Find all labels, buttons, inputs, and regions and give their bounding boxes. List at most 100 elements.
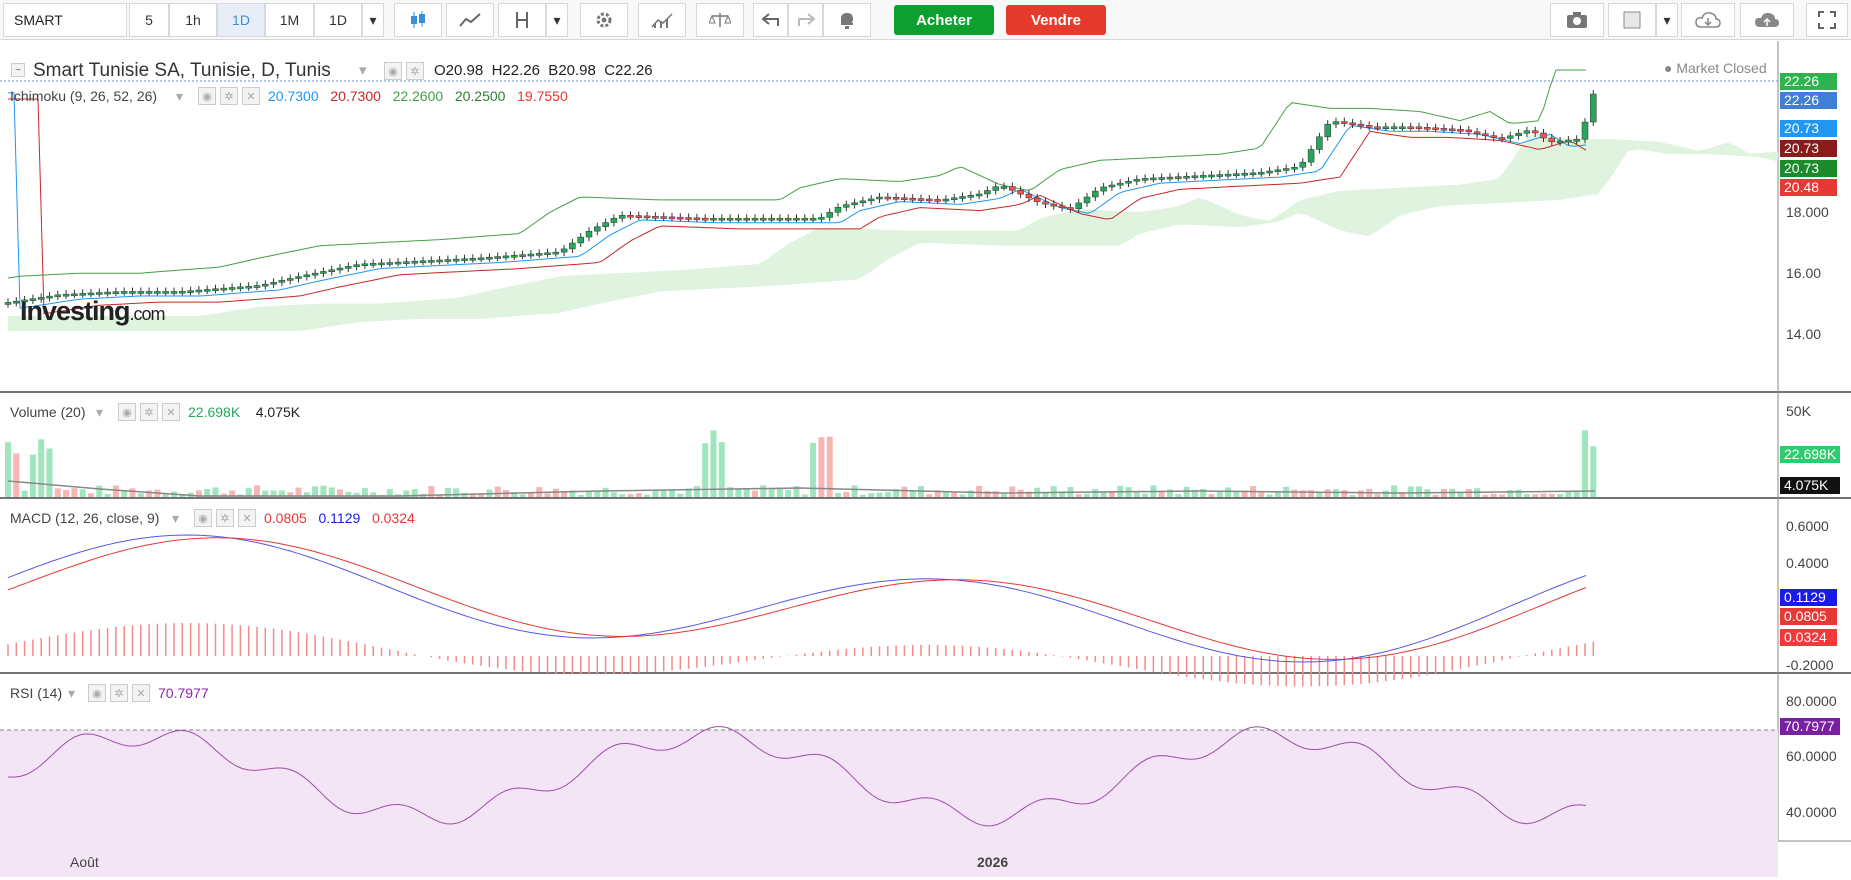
candle-body	[627, 215, 634, 218]
candle-body	[801, 218, 809, 221]
indicators-icon[interactable]	[498, 3, 546, 37]
volume-bar	[38, 439, 45, 497]
layout-square-icon[interactable]	[1608, 3, 1656, 37]
volume-bar	[1059, 491, 1066, 497]
collapse-pane-icon[interactable]: −	[11, 63, 25, 77]
volume-bar	[1167, 489, 1173, 497]
volume-eye-icon[interactable]: ◉	[118, 403, 136, 421]
volume-bar	[1025, 491, 1032, 497]
candle-body	[527, 253, 535, 257]
ichimoku-chevron-icon[interactable]: ▾	[176, 88, 184, 104]
volume-bar	[1084, 493, 1090, 497]
volume-bar	[835, 492, 841, 497]
compare-scale-icon[interactable]	[696, 3, 744, 37]
candle-body	[452, 258, 460, 262]
volume-bar	[1233, 490, 1240, 497]
volume-bar	[519, 494, 526, 497]
volume-bar	[934, 490, 941, 497]
candle-body	[1432, 127, 1439, 131]
volume-bar	[926, 494, 933, 497]
symbol-input[interactable]: SMART	[3, 3, 127, 37]
alert-bell-icon[interactable]	[823, 3, 871, 37]
price-tag-span-a: 20.73	[1780, 160, 1837, 177]
macd-chevron-icon[interactable]: ▾	[172, 510, 180, 526]
macd-close-icon[interactable]: ✕	[238, 509, 256, 527]
screenshot-camera-icon[interactable]	[1550, 3, 1604, 37]
interval-select-button[interactable]: 1D	[314, 3, 362, 37]
sell-button[interactable]: Vendre	[1006, 5, 1106, 35]
volume-close-icon[interactable]: ✕	[162, 403, 180, 421]
interval-1d-button[interactable]: 1D	[217, 3, 265, 37]
high-label: H	[491, 62, 503, 79]
interval-5-button[interactable]: 5	[129, 3, 169, 37]
candle-body	[652, 215, 659, 219]
cloud-download-icon[interactable]	[1681, 3, 1735, 37]
chart-area[interactable]: − Smart Tunisie SA, Tunisie, D, Tunis ▾ …	[0, 41, 1851, 880]
volume-bar	[884, 491, 891, 497]
candle-body	[776, 218, 784, 221]
candle-body	[643, 215, 651, 219]
buy-button[interactable]: Acheter	[894, 5, 994, 35]
gear-icon[interactable]: ✲	[406, 62, 424, 80]
ichimoku-gear-icon[interactable]: ✲	[220, 87, 238, 105]
volume-bar	[743, 488, 750, 497]
candle-body	[369, 263, 377, 266]
interval-1m-button[interactable]: 1M	[265, 3, 314, 37]
candle-body	[884, 196, 892, 200]
ichimoku-eye-icon[interactable]: ◉	[198, 87, 216, 105]
volume-bar	[328, 487, 335, 497]
chart-canvas[interactable]	[0, 41, 1851, 880]
macd-line	[7, 534, 1587, 663]
fullscreen-icon[interactable]	[1806, 3, 1848, 37]
candle-body	[876, 196, 883, 200]
volume-gear-icon[interactable]: ✲	[140, 403, 158, 421]
volume-bar	[1142, 493, 1149, 497]
title-chevron-icon[interactable]: ▾	[359, 62, 367, 79]
settings-gear-icon[interactable]	[580, 3, 628, 37]
eye-icon[interactable]: ◉	[384, 62, 402, 80]
ichimoku-value-conversion: 20.7300	[268, 88, 319, 104]
candle-body	[892, 197, 900, 200]
macd-gear-icon[interactable]: ✲	[216, 509, 234, 527]
rsi-chevron-icon[interactable]: ▾	[68, 685, 76, 701]
volume-bar	[370, 492, 377, 497]
price-tick-16: 16.00	[1786, 265, 1822, 281]
candle-body	[1100, 186, 1107, 192]
volume-bar	[96, 485, 103, 497]
line-chart-icon[interactable]	[446, 3, 494, 37]
candle-body	[286, 278, 294, 281]
macd-eye-icon[interactable]: ◉	[194, 509, 212, 527]
macd-tick-0-6: 0.6000	[1786, 518, 1829, 534]
volume-bar	[1158, 491, 1165, 497]
volume-bar	[71, 488, 78, 497]
volume-value: 22.698K	[188, 404, 241, 420]
volume-bar	[727, 487, 734, 497]
redo-icon[interactable]	[788, 3, 823, 37]
time-label-aout: Août	[70, 854, 99, 870]
volume-bar	[1100, 492, 1107, 497]
cloud-upload-icon[interactable]	[1740, 3, 1794, 37]
layout-chevron-icon[interactable]: ▾	[1656, 3, 1678, 37]
undo-icon[interactable]	[753, 3, 788, 37]
volume-bar	[1042, 492, 1049, 497]
volume-bar	[976, 485, 983, 497]
rsi-close-icon[interactable]: ✕	[132, 684, 150, 702]
candle-body	[1075, 202, 1082, 210]
candle-body	[959, 196, 966, 199]
volume-bar	[5, 442, 11, 497]
bar-stats-icon[interactable]	[638, 3, 686, 37]
volume-chevron-icon[interactable]: ▾	[96, 404, 104, 420]
rsi-gear-icon[interactable]: ✲	[110, 684, 128, 702]
rsi-eye-icon[interactable]: ◉	[88, 684, 106, 702]
candlestick-icon[interactable]	[394, 3, 442, 37]
ichimoku-close-icon[interactable]: ✕	[242, 87, 260, 105]
interval-dropdown-chevron-icon[interactable]: ▾	[362, 3, 384, 37]
candle-body	[867, 198, 875, 202]
candle-body	[519, 254, 526, 257]
volume-bar	[768, 488, 775, 497]
volume-bar	[1357, 490, 1364, 497]
price-tag-lagging: 22.26	[1780, 92, 1837, 109]
interval-1h-button[interactable]: 1h	[169, 3, 217, 37]
volume-bar	[295, 487, 302, 497]
chart-type-chevron-icon[interactable]: ▾	[546, 3, 568, 37]
